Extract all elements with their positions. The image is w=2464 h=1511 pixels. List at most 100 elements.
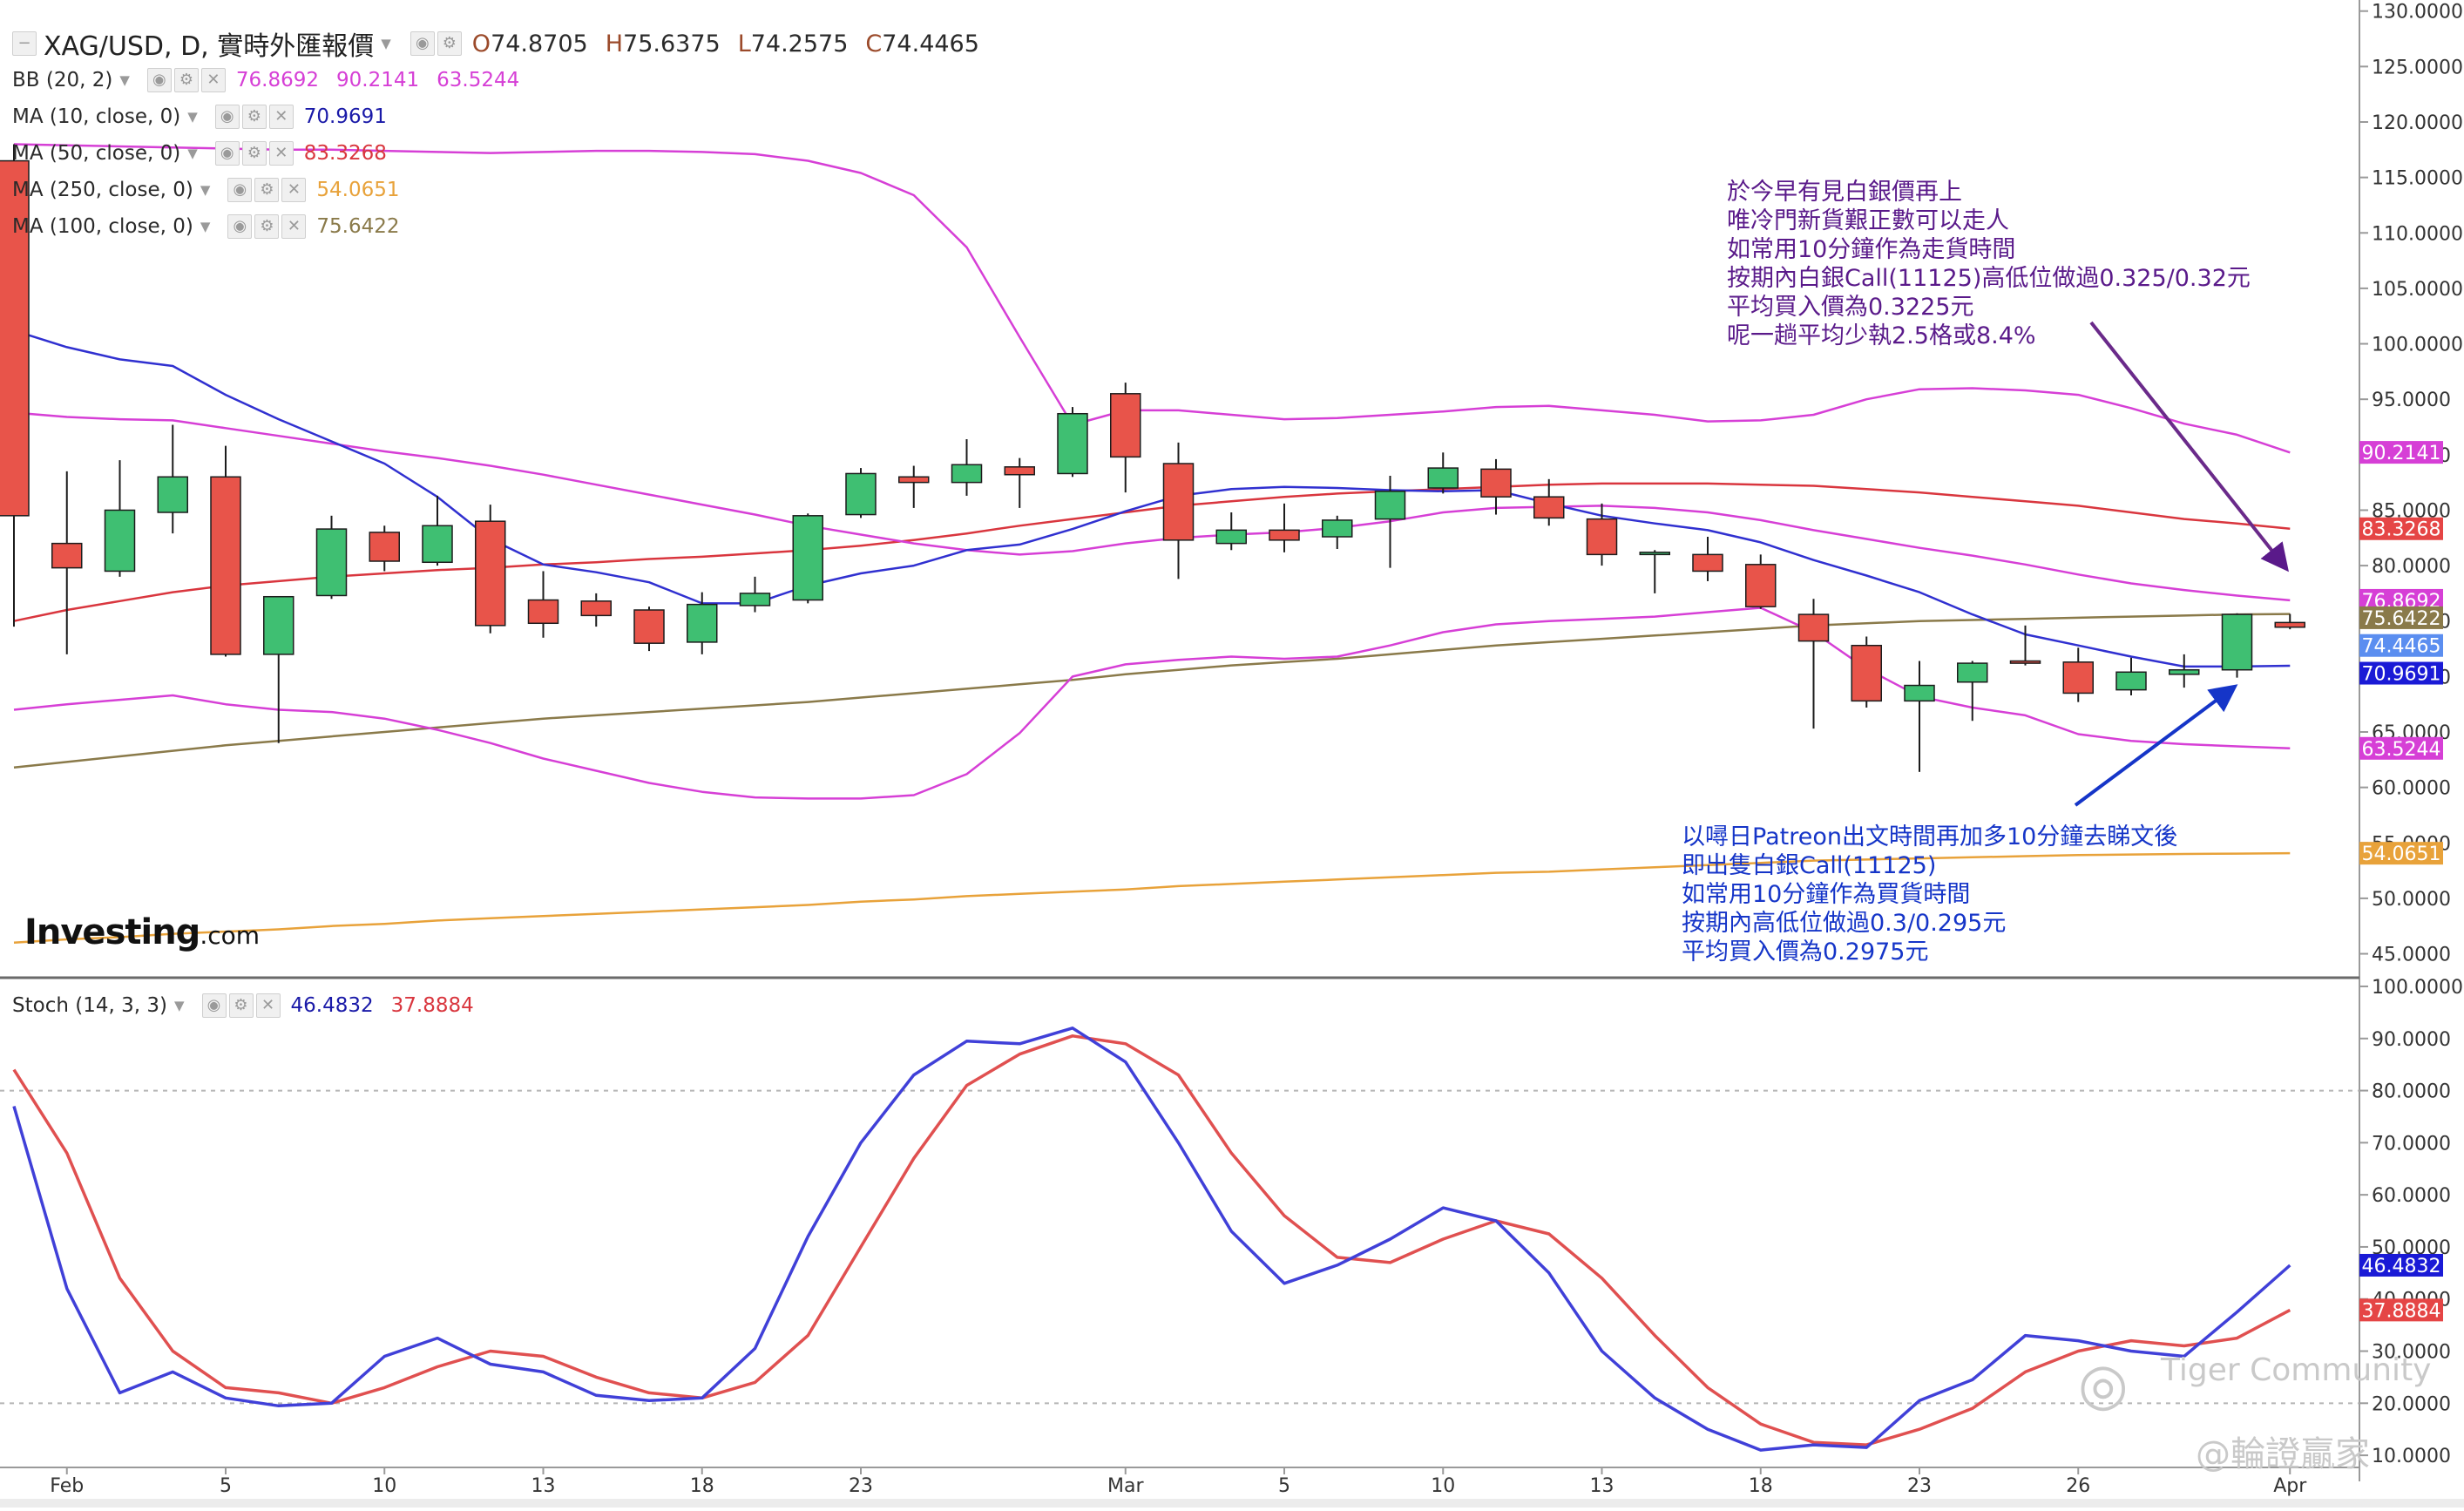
- close-icon[interactable]: ✕: [268, 105, 294, 129]
- ohlc-h: H75.6375: [605, 30, 721, 58]
- price-label-text: 74.4465: [2362, 636, 2441, 658]
- time-tick-label: 18: [690, 1475, 714, 1497]
- indicator-controls[interactable]: ◉ ⚙ ✕: [214, 141, 294, 166]
- collapse-icon[interactable]: −: [12, 31, 37, 56]
- candle-body: [422, 525, 453, 564]
- tiger-logo-icon: ◎: [2078, 1351, 2129, 1418]
- candle: [845, 468, 877, 518]
- time-tick-label: 5: [220, 1475, 232, 1497]
- time-tick-label: 10: [1431, 1475, 1455, 1497]
- candle-body: [51, 542, 83, 569]
- candle-body: [263, 595, 294, 655]
- candle: [475, 505, 506, 634]
- indicator-name: MA (250, close, 0): [12, 179, 193, 201]
- ohlc-values: O74.8705 H75.6375 L74.2575 C74.4465: [472, 30, 997, 58]
- candle-body: [2115, 671, 2147, 691]
- price-label: 75.6422: [2359, 606, 2443, 630]
- price-label-text: 70.9691: [2362, 664, 2441, 686]
- stoch-tick-label: 20.0000: [2372, 1393, 2451, 1415]
- stoch-tick-label: 90.0000: [2372, 1029, 2451, 1051]
- price-label-text: 46.4832: [2362, 1256, 2441, 1277]
- gear-icon[interactable]: ⚙: [241, 105, 267, 129]
- eye-icon[interactable]: ◉: [227, 178, 253, 202]
- time-tick-label: 26: [2066, 1475, 2090, 1497]
- candle: [1745, 554, 1777, 609]
- chevron-down-icon[interactable]: ▼: [200, 219, 211, 234]
- candle: [1692, 537, 1723, 581]
- candle: [633, 606, 665, 652]
- indicator-controls[interactable]: ◉ ⚙ ✕: [214, 105, 294, 129]
- indicator-controls[interactable]: ◉ ⚙ ✕: [227, 178, 307, 202]
- close-icon[interactable]: ✕: [200, 68, 226, 92]
- ohlc-o: O74.8705: [471, 30, 588, 58]
- annotation-line: 即出隻白銀Call(11125): [1682, 852, 1937, 879]
- chevron-down-icon[interactable]: ▼: [173, 998, 185, 1013]
- indicator-value: 63.5244: [437, 69, 520, 91]
- candle: [1851, 636, 1882, 708]
- gear-icon: ⚙: [228, 993, 254, 1018]
- close-icon[interactable]: ✕: [281, 178, 307, 202]
- eye-icon[interactable]: ◉: [146, 68, 172, 92]
- close-icon[interactable]: ✕: [281, 214, 307, 239]
- price-tick-label: 60.0000: [2372, 778, 2451, 800]
- price-label-text: 83.3268: [2362, 519, 2441, 541]
- candle: [898, 465, 930, 508]
- indicator-legend-row: BB (20, 2) ▼ ◉ ⚙ ✕ 76.8692 90.2141 63.5244: [0, 64, 537, 96]
- stoch-tick-label: 70.0000: [2372, 1133, 2451, 1155]
- candle: [315, 515, 348, 600]
- price-label-box: [2359, 1253, 2443, 1277]
- gear-icon[interactable]: ⚙: [173, 68, 199, 92]
- indicator-controls[interactable]: ◉ ⚙ ✕: [146, 68, 226, 92]
- candle: [1797, 599, 1830, 729]
- candle: [2274, 613, 2305, 630]
- chevron-down-icon[interactable]: ▼: [119, 72, 130, 88]
- candle-body: [1692, 553, 1723, 573]
- chevron-down-icon[interactable]: ▼: [200, 182, 211, 198]
- time-tick-label: 18: [1749, 1475, 1773, 1497]
- annotation-line: 如常用10分鐘作為走貨時間: [1727, 236, 2016, 263]
- price-tick-label: 95.0000: [2372, 390, 2451, 411]
- candle-body: [1004, 466, 1035, 476]
- header-controls[interactable]: ◉ ⚙: [410, 31, 462, 56]
- symbol-title: XAG/USD, D, 實時外匯報價: [44, 31, 375, 62]
- arrow-bottom: [2074, 684, 2238, 807]
- candle: [1162, 442, 1195, 579]
- candle-body: [1269, 529, 1300, 541]
- price-label-box: [2359, 1298, 2443, 1322]
- candle-body: [475, 520, 506, 627]
- eye-icon: ◉: [410, 31, 435, 56]
- candle-body: [0, 159, 30, 517]
- candle-body: [210, 476, 241, 655]
- candle: [1057, 407, 1088, 478]
- gear-icon[interactable]: ⚙: [254, 214, 280, 239]
- gear-icon[interactable]: ⚙: [241, 141, 267, 166]
- time-tick-label: 5: [1278, 1475, 1290, 1497]
- annotation-line: 按期內高低位做過0.3/0.295元: [1682, 910, 2007, 937]
- candle-body: [898, 476, 930, 484]
- indicator-controls[interactable]: ◉ ⚙ ✕: [227, 214, 307, 239]
- watermark-handle: @輪證贏家: [2196, 1434, 2370, 1474]
- candle-body: [315, 528, 348, 597]
- chevron-down-icon[interactable]: ▼: [187, 109, 198, 125]
- stoch-d-value: 37.8884: [390, 994, 474, 1017]
- symbol-header: − XAG/USD, D, 實時外匯報價 ▼ ◉ ⚙ O74.8705 H75.63…: [0, 28, 997, 62]
- price-tick-label: 125.0000: [2372, 57, 2463, 78]
- chevron-down-icon[interactable]: ▼: [187, 146, 198, 161]
- chevron-down-icon[interactable]: ▼: [381, 36, 391, 51]
- stoch-controls[interactable]: ◉ ⚙ ✕: [201, 993, 281, 1018]
- eye-icon[interactable]: ◉: [214, 141, 240, 166]
- price-label: 46.4832: [2359, 1253, 2443, 1277]
- gear-icon[interactable]: ⚙: [254, 178, 280, 202]
- bottom-strip: [0, 1499, 2464, 1508]
- candle: [263, 595, 294, 743]
- indicator-value: 75.6422: [316, 215, 400, 238]
- time-tick-label: 23: [1907, 1475, 1932, 1497]
- candle: [1533, 478, 1565, 526]
- price-label-text: 75.6422: [2362, 608, 2441, 630]
- candle-body: [1057, 412, 1088, 475]
- candle-body: [1745, 564, 1777, 607]
- close-icon[interactable]: ✕: [268, 141, 294, 166]
- eye-icon[interactable]: ◉: [227, 214, 253, 239]
- eye-icon[interactable]: ◉: [214, 105, 240, 129]
